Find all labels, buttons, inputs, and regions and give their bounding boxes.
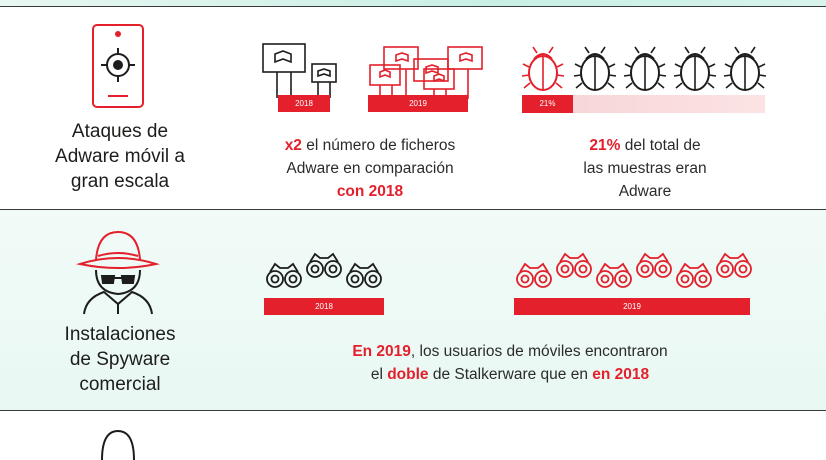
billboard-icon (369, 46, 483, 99)
phone-target-icon (92, 24, 144, 108)
caption-highlight: x2 (284, 137, 302, 154)
caption-highlight: En 2019 (352, 343, 411, 360)
adware-section: Ataques de Adware móvil a gran escala 20… (0, 7, 826, 209)
spyware-title-line: comercial (79, 374, 161, 395)
adware-percent-fill: 21% (522, 95, 573, 113)
adware-title-line: Ataques de (71, 121, 169, 142)
caption-text: Adware (618, 183, 672, 200)
caption-text: , los usuarios de móviles encontraron (410, 343, 668, 360)
caption-text: las muestras eran (583, 160, 707, 177)
spy-hat-icon (76, 230, 160, 315)
caption-text: del total de (620, 137, 701, 154)
caption-highlight: en 2018 (592, 366, 650, 383)
adware-percent-track: 21% (522, 95, 765, 113)
spyware-title-line: Instalaciones (64, 324, 176, 345)
adware-title-line: Adware móvil a (55, 146, 185, 167)
adware-title: Ataques de Adware móvil a gran escala (40, 119, 200, 194)
partial-icon (101, 429, 135, 460)
spyware-section: Instalaciones de Spyware comercial 2018 … (0, 210, 826, 410)
spyware-title: Instalaciones de Spyware comercial (40, 322, 200, 397)
adware-bar-2018: 2018 (278, 95, 330, 112)
adware-bar-2019: 2019 (368, 95, 468, 112)
binoculars-icon (266, 253, 382, 288)
caption-text: el número de ficheros (301, 137, 456, 154)
caption-highlight: con 2018 (336, 183, 404, 200)
next-section (0, 411, 826, 460)
spyware-caption: En 2019, los usuarios de móviles encontr… (300, 340, 720, 386)
caption-highlight: 21% (589, 137, 621, 154)
adware-caption-right: 21% del total de las muestras eran Adwar… (545, 134, 745, 203)
spyware-bar-2019: 2019 (514, 298, 750, 315)
caption-text: Adware en comparación (286, 160, 454, 177)
spyware-title-line: de Spyware (69, 349, 171, 370)
divider-top (0, 6, 826, 7)
binoculars-icon (516, 253, 752, 288)
bug-icon (521, 46, 767, 91)
top-band (0, 0, 826, 6)
billboard-icon (262, 43, 337, 98)
section-divider (0, 209, 826, 210)
caption-text: el (370, 366, 388, 383)
caption-highlight: doble (387, 366, 429, 383)
spyware-bar-2018: 2018 (264, 298, 384, 315)
section-divider (0, 410, 826, 411)
adware-title-line: gran escala (70, 171, 170, 192)
adware-caption-left: x2 el número de ficheros Adware en compa… (250, 134, 490, 203)
caption-text: de Stalkerware que en (428, 366, 593, 383)
